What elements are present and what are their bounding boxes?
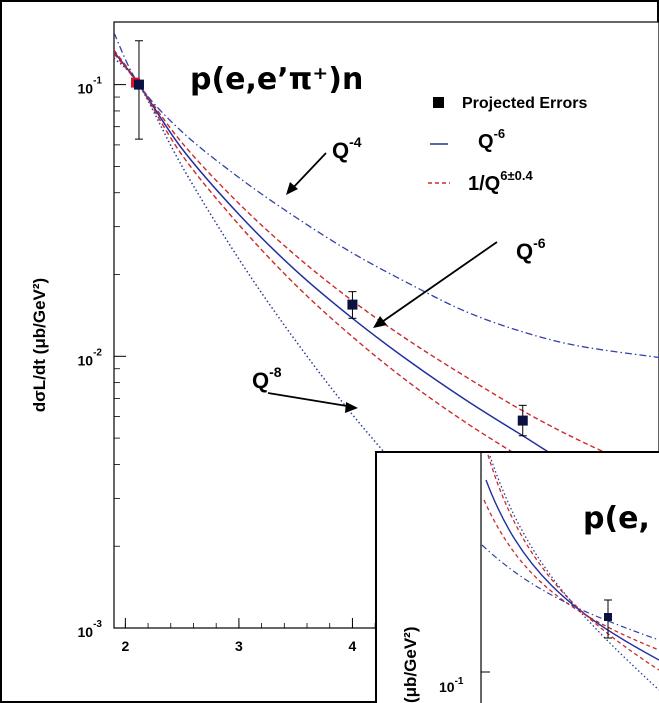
legend-label-q6: Q-6	[478, 126, 505, 153]
x-tick-label: 2	[121, 638, 129, 654]
legend-label-fit: 1/Q6±0.4	[468, 168, 533, 195]
curve-dashdot	[114, 32, 659, 359]
inset-plot: p(e, (μb/GeV²) 10-1	[375, 451, 659, 703]
inset-title: p(e,	[583, 501, 650, 536]
annotation-q8: Q-8	[252, 364, 358, 413]
y-tick-label: 10-3	[78, 619, 103, 640]
inset-curve-dotted	[489, 455, 659, 691]
annotation-q4: Q-4	[286, 134, 362, 195]
x-tick-label: 4	[349, 638, 357, 654]
legend-label-projected-errors: Projected Errors	[462, 95, 587, 112]
y-tick-label: 10-2	[78, 347, 103, 368]
inset-y-tick-label: 10-1	[439, 676, 464, 695]
inset-point	[604, 613, 612, 621]
svg-text:Q-4: Q-4	[332, 134, 362, 163]
data-point-marker	[517, 415, 528, 426]
inset-curve-solid	[485, 479, 659, 661]
data-points	[130, 40, 528, 437]
legend: Projected Errors Q-6 1/Q6±0.4	[428, 95, 587, 195]
arrow-q4	[289, 152, 327, 192]
y-tick-label: 10-1	[78, 76, 103, 97]
y-axis-label: dσL/dt (μb/GeV²)	[30, 278, 49, 412]
curve-dashed-lower	[114, 49, 659, 542]
svg-text:Q-8: Q-8	[252, 364, 282, 393]
inset-curve-dashed-1	[487, 454, 659, 671]
chart-title: p(e,e’π⁺)n	[190, 62, 363, 97]
inset-curve-dashed-2	[483, 499, 659, 651]
legend-square-marker	[433, 97, 444, 108]
arrowhead-q6	[373, 316, 387, 328]
data-point-marker	[133, 79, 144, 90]
svg-text:Q-6: Q-6	[516, 235, 546, 264]
curve-dotted	[114, 57, 559, 628]
arrowhead-q8	[345, 402, 358, 413]
data-point-marker	[347, 299, 358, 310]
arrowhead-q4	[286, 182, 298, 195]
annotation-q6: Q-6	[373, 235, 546, 328]
inset-panel	[375, 451, 659, 703]
arrow-q6	[378, 241, 498, 325]
inset-curve-dashdot	[481, 544, 659, 641]
inset-y-label: (μb/GeV²)	[401, 626, 420, 703]
arrow-q8	[267, 392, 354, 408]
x-tick-label: 3	[235, 638, 243, 654]
